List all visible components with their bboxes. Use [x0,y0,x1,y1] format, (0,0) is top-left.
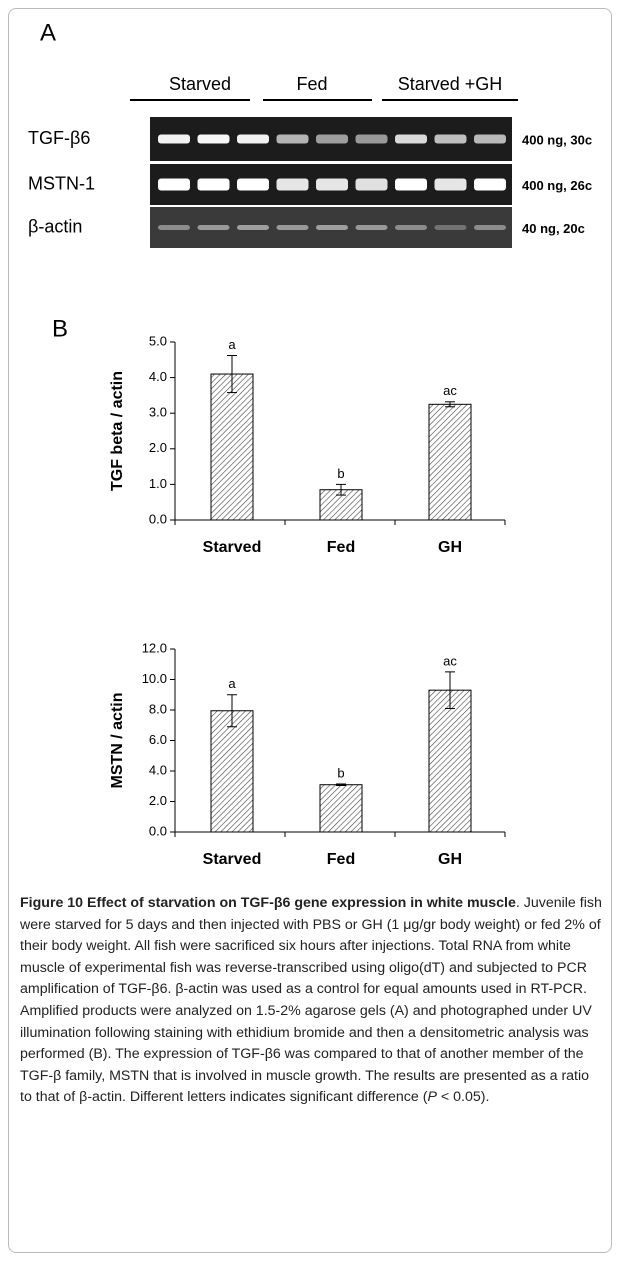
y-tick-label: 12.0 [142,640,167,655]
y-tick-label: 1.0 [149,476,167,491]
gel-band [316,179,348,191]
page: {"panel_a": {"label": "A", "groups": ["S… [0,0,623,1263]
significance-label: a [228,676,236,691]
y-tick-label: 0.0 [149,511,167,526]
gel-row-label: β-actin [28,216,82,236]
panel-label: B [52,315,68,342]
figure: A B Starved Fed Starved +GH TGF-β6 400 ng, 3… [0,0,623,890]
gel-band [237,179,269,191]
caption-text: < 0.05). [437,1089,489,1105]
y-tick-label: 2.0 [149,793,167,808]
gel-band [474,225,506,230]
gel-band [395,225,427,230]
gel-band [158,135,190,144]
significance-label: ac [443,383,457,398]
gel-row-note: 40 ng, 20c [522,221,585,236]
gel-band [277,225,309,230]
y-axis-label: TGF beta / actin [109,371,126,491]
gel-band [158,179,190,191]
gel-band [474,135,506,144]
gel-band [237,135,269,144]
bar [429,404,471,520]
lane-group-label: Starved [169,74,231,94]
gel-band [474,179,506,191]
gel-band [356,135,388,144]
x-tick-label: GH [438,539,462,556]
x-tick-label: Starved [203,851,262,868]
y-tick-label: 4.0 [149,369,167,384]
lane-group-label: Starved +GH [398,74,503,94]
gel-band [316,135,348,144]
y-tick-label: 2.0 [149,440,167,455]
gel-band [435,179,467,191]
caption-text: P [427,1089,436,1105]
y-tick-label: 10.0 [142,671,167,686]
gel-band [158,225,190,230]
y-tick-label: 4.0 [149,762,167,777]
bar [429,690,471,832]
gel-row-note: 400 ng, 26c [522,178,592,193]
panel-label: A [40,19,56,46]
caption: Figure 10 Effect of starvation on TGF-β6… [20,893,603,1109]
gel-band [356,225,388,230]
gel-band [356,179,388,191]
bar [211,711,253,832]
y-tick-label: 3.0 [149,405,167,420]
significance-label: ac [443,653,457,668]
bar [320,785,362,832]
significance-label: b [337,765,344,780]
significance-label: a [228,337,236,352]
gel-row-label: TGF-β6 [28,128,90,148]
y-tick-label: 8.0 [149,701,167,716]
significance-label: b [337,466,344,481]
x-tick-label: Starved [203,539,262,556]
x-tick-label: Fed [327,539,355,556]
gel-band [277,179,309,191]
gel-band [316,225,348,230]
x-tick-label: Fed [327,851,355,868]
gel-band [395,179,427,191]
gel-band [198,135,230,144]
gel-band [435,225,467,230]
x-tick-label: GH [438,851,462,868]
caption-title: Figure 10 Effect of starvation on TGF-β6… [20,895,516,911]
y-axis-label: MSTN / actin [109,692,126,788]
y-tick-label: 6.0 [149,732,167,747]
gel-band [395,135,427,144]
y-tick-label: 5.0 [149,333,167,348]
gel-band [435,135,467,144]
y-tick-label: 0.0 [149,823,167,838]
lane-group-label: Fed [296,74,327,94]
caption-text: . Juvenile fish were starved for 5 days … [20,895,602,1105]
gel-band [237,225,269,230]
gel-band [198,179,230,191]
gel-band [198,225,230,230]
gel-row-note: 400 ng, 30c [522,132,592,147]
gel-band [277,135,309,144]
bar [211,374,253,520]
gel-row-label: MSTN-1 [28,173,95,193]
